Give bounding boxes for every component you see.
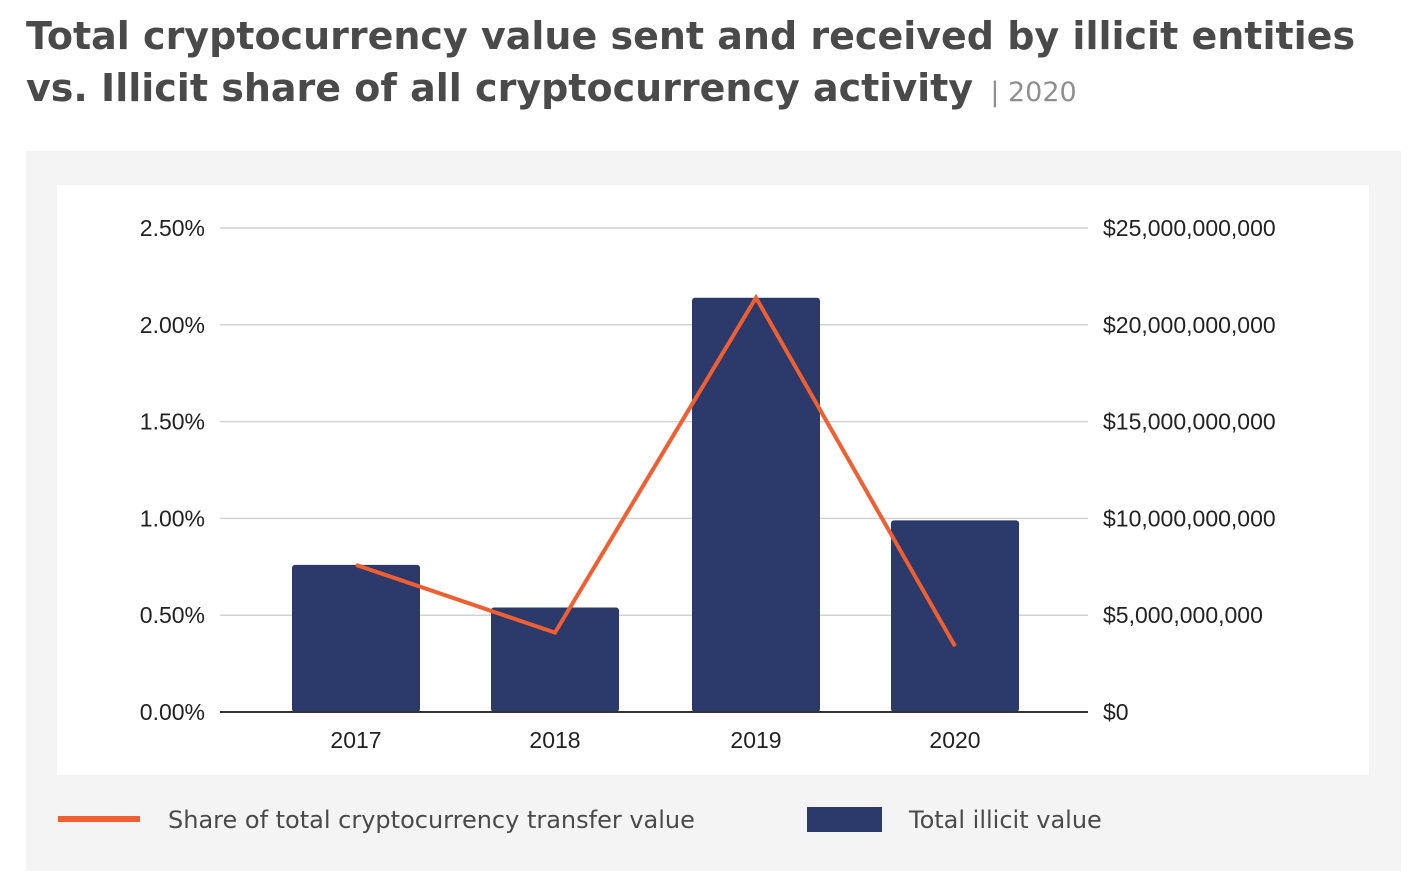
x-tick-label: 2020	[929, 727, 980, 753]
grid-lines	[220, 227, 1088, 616]
bar-series	[292, 297, 1019, 712]
legend-item-share: Share of total cryptocurrency transfer v…	[58, 800, 738, 840]
left-tick-label: 1.00%	[140, 505, 205, 531]
legend-line-swatch	[58, 816, 140, 822]
bar	[692, 297, 820, 712]
line-series	[355, 293, 957, 648]
bar	[491, 607, 619, 712]
right-tick-label: $10,000,000,000	[1103, 505, 1276, 531]
left-tick-label: 2.50%	[140, 215, 205, 241]
left-tick-label: 0.00%	[140, 699, 205, 725]
left-tick-label: 0.50%	[140, 602, 205, 628]
right-tick-label: $25,000,000,000	[1103, 215, 1276, 241]
line-point	[954, 645, 956, 647]
x-tick-label: 2017	[330, 727, 381, 753]
legend-item-illicit: Total illicit value	[807, 800, 1207, 840]
chart-title-main: Total cryptocurrency value sent and rece…	[26, 14, 1356, 110]
line-point	[755, 297, 757, 299]
left-tick-label: 1.50%	[140, 409, 205, 435]
right-tick-label: $0	[1103, 699, 1129, 725]
legend-bar-swatch	[807, 807, 882, 832]
chart-title: Total cryptocurrency value sent and rece…	[26, 10, 1406, 119]
right-tick-label: $5,000,000,000	[1103, 602, 1263, 628]
left-tick-label: 2.00%	[140, 312, 205, 338]
line-point	[355, 564, 357, 566]
share-line	[355, 293, 957, 648]
right-tick-label: $15,000,000,000	[1103, 409, 1276, 435]
line-point	[554, 632, 556, 634]
legend-label-illicit: Total illicit value	[909, 806, 1102, 834]
bar	[292, 564, 420, 712]
chart-title-year: | 2020	[990, 77, 1077, 108]
right-tick-label: $20,000,000,000	[1103, 312, 1276, 338]
tick-labels: 0.00% 0.50% 1.00% 1.50% 2.00% 2.50% $0 $5,000,0…	[140, 215, 1276, 753]
x-tick-label: 2018	[529, 727, 580, 753]
legend-label-share: Share of total cryptocurrency transfer v…	[168, 806, 695, 834]
bar	[891, 520, 1019, 712]
x-tick-label: 2019	[730, 727, 781, 753]
